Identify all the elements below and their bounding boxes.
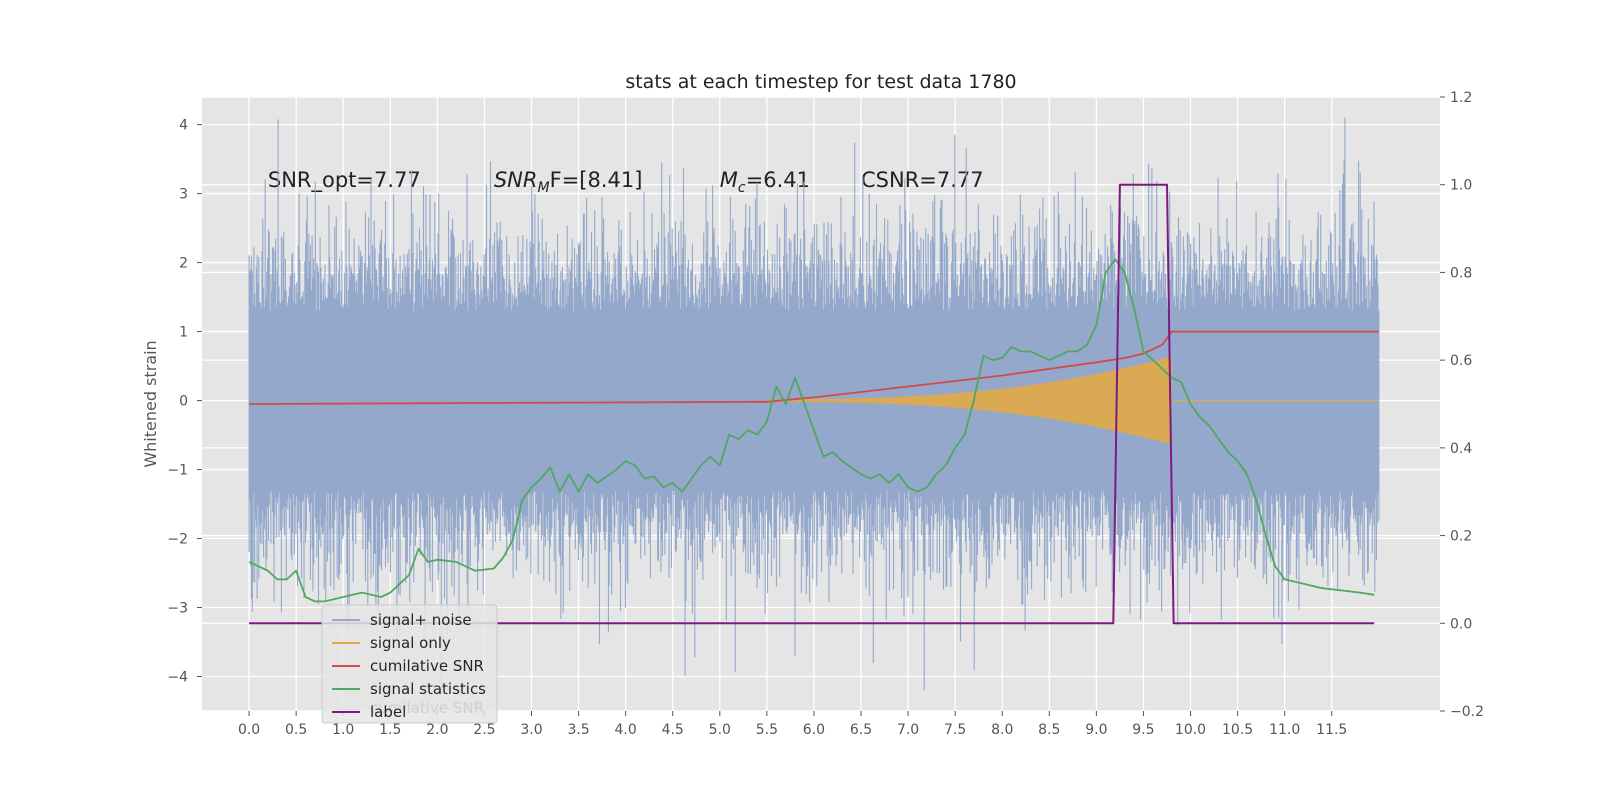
y2-tick-label: 0.4 bbox=[1450, 441, 1472, 457]
y-tick-label: −1 bbox=[167, 463, 188, 479]
y-tick-label: 3 bbox=[179, 187, 188, 203]
x-axis: 0.0 0.5 1.0 1.5 2.0 2.5 3.0 3.5 4.0 4.5 5.0 5.5 6.0 6… bbox=[238, 711, 1347, 738]
legend-ghost-label: cumilative SNR bbox=[370, 699, 484, 717]
x-tick-label: 8.0 bbox=[991, 722, 1013, 738]
x-tick-label: 6.0 bbox=[803, 722, 825, 738]
x-tick-label: 9.5 bbox=[1132, 722, 1154, 738]
x-tick-label: 2.5 bbox=[473, 722, 495, 738]
legend: cumilative SNR signal+ noise signal only cu… bbox=[321, 604, 498, 724]
y-tick-label: 0 bbox=[179, 394, 188, 410]
y2-tick-label: 0.2 bbox=[1450, 529, 1472, 545]
x-tick-label: 0.0 bbox=[238, 722, 260, 738]
x-tick-label: 7.5 bbox=[944, 722, 966, 738]
x-tick-label: 1.5 bbox=[379, 722, 401, 738]
x-tick-label: 0.5 bbox=[285, 722, 307, 738]
cumilative-snr-line bbox=[249, 330, 1379, 405]
annotation: Mc=6.41 bbox=[720, 168, 810, 196]
x-tick-label: 10.0 bbox=[1175, 722, 1206, 738]
legend-frame bbox=[321, 604, 498, 724]
signal-only-band bbox=[766, 356, 1172, 445]
annotation: CSNR=7.77 bbox=[861, 168, 984, 192]
y-tick-label: 1 bbox=[179, 325, 188, 341]
x-tick-label: 1.0 bbox=[332, 722, 354, 738]
y2-tick-label: 1.0 bbox=[1450, 178, 1472, 194]
legend-label: label bbox=[370, 703, 406, 721]
signal-only-series bbox=[766, 356, 1379, 445]
legend-label: cumilative SNR bbox=[370, 657, 484, 675]
x-tick-label: 2.0 bbox=[426, 722, 448, 738]
y2-tick-label: 0.0 bbox=[1450, 616, 1472, 632]
chart-title: stats at each timestep for test data 178… bbox=[625, 71, 1016, 93]
y-tick-label: −3 bbox=[167, 601, 188, 617]
y-axis-title: Whitened strain bbox=[141, 340, 160, 467]
x-tick-label: 11.5 bbox=[1316, 722, 1347, 738]
annotation: SNRMF=[8.41] bbox=[494, 168, 643, 196]
y-tick-label: 2 bbox=[179, 256, 188, 272]
y2-tick-label: −0.2 bbox=[1450, 704, 1484, 720]
y-tick-label: 4 bbox=[179, 118, 188, 134]
x-tick-label: 8.5 bbox=[1038, 722, 1060, 738]
x-tick-label: 3.0 bbox=[520, 722, 542, 738]
x-tick-label: 3.5 bbox=[567, 722, 589, 738]
x-tick-label: 10.5 bbox=[1222, 722, 1253, 738]
y2-tick-label: 1.2 bbox=[1450, 90, 1472, 106]
x-tick-label: 5.0 bbox=[709, 722, 731, 738]
x-tick-label: 4.5 bbox=[662, 722, 684, 738]
x-tick-label: 6.5 bbox=[850, 722, 872, 738]
x-tick-label: 11.0 bbox=[1269, 722, 1300, 738]
x-tick-label: 9.0 bbox=[1085, 722, 1107, 738]
annotation: SNR_opt=7.77 bbox=[268, 168, 421, 193]
legend-label: signal+ noise bbox=[370, 611, 472, 629]
x-tick-label: 5.5 bbox=[756, 722, 778, 738]
signal-statistics-line bbox=[248, 258, 1375, 603]
right-axis-series bbox=[248, 183, 1379, 625]
y-axis-left: −4 −3 −2 −1 0 1 2 3 4 bbox=[167, 118, 202, 686]
y-tick-label: −2 bbox=[167, 532, 188, 548]
annotations: SNR_opt=7.77 SNRMF=[8.41] Mc=6.41 CSNR=7.77 bbox=[268, 168, 984, 196]
y2-tick-label: 0.8 bbox=[1450, 265, 1472, 281]
y-tick-label: −4 bbox=[167, 670, 188, 686]
legend-label: signal statistics bbox=[370, 680, 486, 698]
label-line bbox=[249, 183, 1375, 625]
y2-tick-label: 0.6 bbox=[1450, 353, 1472, 369]
y-axis-right: −0.2 0.0 0.2 0.4 0.6 0.8 1.0 1.2 bbox=[1440, 90, 1484, 720]
x-tick-label: 7.0 bbox=[897, 722, 919, 738]
legend-label: signal only bbox=[370, 634, 451, 652]
x-tick-label: 4.0 bbox=[615, 722, 637, 738]
